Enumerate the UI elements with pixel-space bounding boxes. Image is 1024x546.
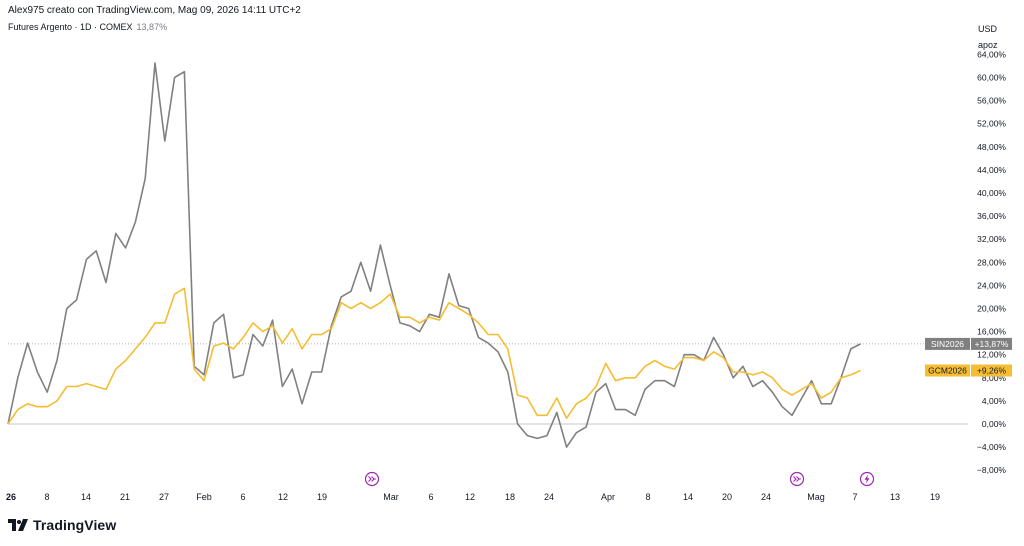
y-tick-label: 64,00% — [977, 49, 1006, 59]
x-axis: 26 8 14 21 27 Feb 6 12 19 Mar 6 12 18 24 Apr 8 14 20 24 Mag… — [6, 492, 940, 502]
x-tick-label: 6 — [428, 492, 433, 502]
y-tick-label: 8,00% — [982, 373, 1007, 383]
x-tick-label: 12 — [465, 492, 475, 502]
x-tick-label: 19 — [930, 492, 940, 502]
y-axis: −8,00% −4,00% 0,00% 4,00% 8,00% 12,00% 16,00% 2… — [977, 49, 1007, 475]
x-tick-label: Mag — [807, 492, 825, 502]
last-value-labels: SIN2026 +13,87% GCM2026 +9,26% — [925, 337, 1012, 377]
y-tick-label: 44,00% — [977, 165, 1006, 175]
y-tick-label: 20,00% — [977, 304, 1006, 314]
symbol-name: Futures Argento · 1D · COMEX — [8, 22, 133, 32]
scale-mode-label[interactable]: apoz — [978, 40, 998, 50]
series-name-label: SIN2026 — [931, 339, 964, 349]
y-tick-label: 0,00% — [982, 419, 1007, 429]
x-tick-label: 19 — [317, 492, 327, 502]
y-tick-label: −4,00% — [977, 442, 1007, 452]
series-value-label: +9,26% — [977, 366, 1007, 376]
lightning-icon[interactable] — [859, 471, 875, 487]
brand-name: TradingView — [33, 517, 117, 533]
y-tick-label: 16,00% — [977, 327, 1006, 337]
tradingview-logo-icon — [8, 518, 28, 532]
x-tick-label: 8 — [645, 492, 650, 502]
series-line-gold — [7, 287, 861, 425]
currency-label[interactable]: USD — [978, 24, 998, 34]
series-value-label: +13,87% — [975, 339, 1009, 349]
y-tick-label: 12,00% — [977, 350, 1006, 360]
y-tick-label: 24,00% — [977, 280, 1006, 290]
x-tick-label: 7 — [852, 492, 857, 502]
y-tick-label: 32,00% — [977, 234, 1006, 244]
x-tick-label: 18 — [505, 492, 515, 502]
event-markers[interactable] — [364, 471, 875, 487]
symbol-change: 13,87% — [136, 22, 168, 32]
y-tick-label: 4,00% — [982, 396, 1007, 406]
brand-logo: TradingView — [8, 517, 116, 533]
x-tick-label: 12 — [278, 492, 288, 502]
y-tick-label: 52,00% — [977, 119, 1006, 129]
y-tick-label: 48,00% — [977, 142, 1006, 152]
series-name-label: GCM2026 — [928, 366, 967, 376]
series-value-tag — [971, 337, 1012, 350]
fast-forward-icon[interactable] — [364, 471, 380, 487]
x-tick-label: 27 — [159, 492, 169, 502]
x-tick-label: 24 — [761, 492, 771, 502]
y-tick-label: 28,00% — [977, 257, 1006, 267]
x-tick-label: 24 — [544, 492, 554, 502]
series-name-tag — [925, 364, 970, 377]
x-tick-label: 26 — [6, 492, 16, 502]
symbol-info: Futures Argento · 1D · COMEX 13,87% — [8, 22, 167, 32]
x-tick-label: 14 — [81, 492, 91, 502]
x-tick-label: 20 — [722, 492, 732, 502]
y-tick-label: −8,00% — [977, 465, 1007, 475]
fast-forward-icon[interactable] — [789, 471, 805, 487]
series-name-tag — [925, 337, 970, 350]
x-tick-label: 6 — [240, 492, 245, 502]
y-tick-label: 60,00% — [977, 73, 1006, 83]
x-tick-label: Mar — [383, 492, 399, 502]
x-tick-label: Feb — [196, 492, 212, 502]
x-tick-label: 14 — [683, 492, 693, 502]
chart-attribution: Alex975 creato con TradingView.com, Mag … — [8, 5, 301, 16]
x-tick-label: Apr — [601, 492, 615, 502]
x-tick-label: 13 — [890, 492, 900, 502]
y-tick-label: 36,00% — [977, 211, 1006, 221]
y-tick-label: 56,00% — [977, 96, 1006, 106]
series-line-silver — [7, 62, 861, 448]
y-tick-label: 40,00% — [977, 188, 1006, 198]
x-tick-label: 8 — [44, 492, 49, 502]
x-tick-label: 21 — [120, 492, 130, 502]
series-value-tag — [971, 364, 1012, 377]
